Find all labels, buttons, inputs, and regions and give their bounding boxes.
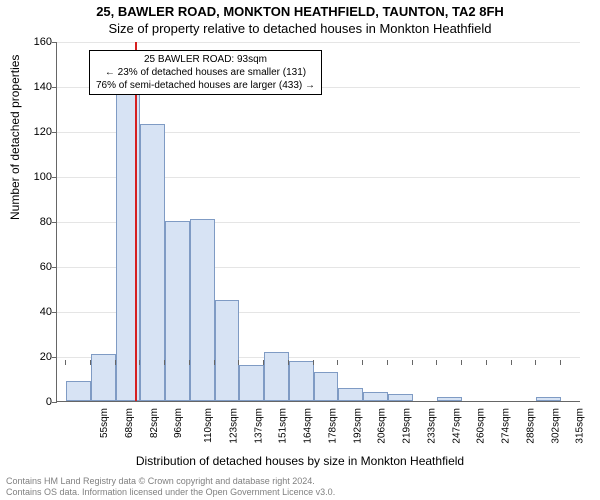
xtick-label: 315sqm [575, 408, 586, 444]
histogram-bar [165, 221, 190, 401]
info-line-2: ← 23% of detached houses are smaller (13… [96, 66, 315, 79]
xtick-mark [560, 360, 561, 365]
histogram-bar [388, 394, 413, 401]
info-box: 25 BAWLER ROAD: 93sqm ← 23% of detached … [89, 50, 322, 95]
ytick-label: 140 [12, 81, 52, 93]
xtick-label: 288sqm [525, 408, 536, 444]
histogram-bar [289, 361, 314, 402]
histogram-bar [338, 388, 363, 402]
ytick-label: 80 [12, 216, 52, 228]
chart-container: 25, BAWLER ROAD, MONKTON HEATHFIELD, TAU… [0, 0, 600, 500]
xtick-mark [139, 360, 140, 365]
histogram-bar [215, 300, 240, 401]
xtick-label: 219sqm [402, 408, 413, 444]
xtick-label: 178sqm [327, 408, 338, 444]
footer-line-2: Contains OS data. Information licensed u… [6, 487, 335, 498]
xtick-mark [362, 360, 363, 365]
histogram-bar [536, 397, 561, 402]
xtick-mark [511, 360, 512, 365]
xtick-label: 123sqm [228, 408, 239, 444]
xtick-mark [387, 360, 388, 365]
xtick-label: 233sqm [426, 408, 437, 444]
ytick-mark [52, 267, 57, 268]
histogram-bar [190, 219, 215, 401]
ytick-label: 120 [12, 126, 52, 138]
xtick-label: 82sqm [149, 408, 160, 438]
ytick-mark [52, 402, 57, 403]
ytick-mark [52, 132, 57, 133]
xtick-label: 247sqm [451, 408, 462, 444]
xtick-mark [313, 360, 314, 365]
xtick-label: 110sqm [203, 408, 214, 443]
ytick-label: 20 [12, 351, 52, 363]
footer-line-1: Contains HM Land Registry data © Crown c… [6, 476, 335, 487]
xtick-label: 260sqm [476, 408, 487, 444]
xtick-label: 96sqm [173, 408, 184, 438]
x-axis-label: Distribution of detached houses by size … [0, 454, 600, 468]
xtick-mark [164, 360, 165, 365]
xtick-mark [115, 360, 116, 365]
xtick-mark [214, 360, 215, 365]
ytick-mark [52, 222, 57, 223]
info-line-3: 76% of semi-detached houses are larger (… [96, 79, 315, 92]
ytick-label: 100 [12, 171, 52, 183]
histogram-bar [314, 372, 339, 401]
xtick-mark [461, 360, 462, 365]
ytick-label: 40 [12, 306, 52, 318]
xtick-label: 55sqm [99, 408, 110, 438]
ytick-mark [52, 42, 57, 43]
histogram-bar [264, 352, 289, 402]
xtick-mark [412, 360, 413, 365]
xtick-mark [337, 360, 338, 365]
xtick-label: 164sqm [303, 408, 314, 444]
xtick-mark [288, 360, 289, 365]
histogram-bar [437, 397, 462, 402]
histogram-bar [91, 354, 116, 401]
ytick-mark [52, 357, 57, 358]
xtick-mark [65, 360, 66, 365]
xtick-label: 206sqm [377, 408, 388, 444]
xtick-label: 137sqm [253, 408, 264, 444]
ytick-mark [52, 177, 57, 178]
ytick-label: 160 [12, 36, 52, 48]
plot-area: 25 BAWLER ROAD: 93sqm ← 23% of detached … [56, 42, 580, 402]
xtick-mark [486, 360, 487, 365]
ytick-mark [52, 87, 57, 88]
xtick-mark [189, 360, 190, 365]
xtick-mark [238, 360, 239, 365]
xtick-label: 302sqm [550, 408, 561, 444]
histogram-bar [363, 392, 388, 401]
info-line-1: 25 BAWLER ROAD: 93sqm [96, 53, 315, 66]
xtick-mark [263, 360, 264, 365]
xtick-mark [535, 360, 536, 365]
histogram-bar [66, 381, 91, 401]
chart-subtitle: Size of property relative to detached ho… [0, 19, 600, 36]
histogram-bar [140, 124, 165, 401]
xtick-mark [90, 360, 91, 365]
histogram-bar [239, 365, 264, 401]
xtick-label: 68sqm [124, 408, 135, 438]
ytick-label: 60 [12, 261, 52, 273]
xtick-label: 151sqm [278, 408, 289, 444]
marker-line [135, 42, 137, 401]
footer-text: Contains HM Land Registry data © Crown c… [6, 476, 335, 498]
xtick-label: 274sqm [501, 408, 512, 444]
ytick-label: 0 [12, 396, 52, 408]
xtick-label: 192sqm [352, 408, 363, 444]
ytick-mark [52, 312, 57, 313]
chart-title: 25, BAWLER ROAD, MONKTON HEATHFIELD, TAU… [0, 0, 600, 19]
xtick-mark [436, 360, 437, 365]
